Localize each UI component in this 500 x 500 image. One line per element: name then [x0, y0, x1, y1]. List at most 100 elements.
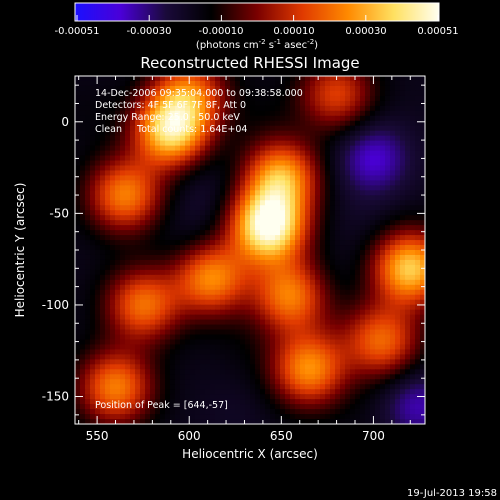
heatmap-cell: [80, 135, 86, 142]
heatmap-cell: [180, 359, 186, 365]
heatmap-cell: [240, 289, 246, 296]
heatmap-cell: [340, 185, 346, 191]
heatmap-cell: [120, 110, 126, 117]
heatmap-cell: [420, 220, 425, 226]
heatmap-cell: [240, 250, 246, 256]
heatmap-cell: [340, 120, 346, 127]
heatmap-cell: [115, 274, 121, 281]
heatmap-cell: [300, 76, 306, 82]
heatmap-cell: [225, 220, 231, 226]
heatmap-cell: [275, 170, 281, 177]
heatmap-cell: [335, 220, 341, 226]
heatmap-cell: [175, 220, 181, 226]
heatmap-cell: [235, 145, 241, 152]
heatmap-cell: [200, 354, 206, 360]
heatmap-cell: [235, 165, 241, 172]
heatmap-cell: [310, 240, 316, 246]
heatmap-cell: [385, 240, 391, 246]
heatmap-cell: [410, 130, 416, 137]
heatmap-cell: [320, 215, 326, 221]
heatmap-cell: [355, 374, 361, 380]
heatmap-cell: [365, 279, 371, 286]
heatmap-cell: [175, 344, 181, 351]
heatmap-cell: [110, 394, 116, 400]
heatmap-cell: [150, 334, 156, 341]
heatmap-cell: [170, 115, 176, 122]
heatmap-cell: [325, 274, 331, 281]
heatmap-cell: [110, 76, 116, 82]
heatmap-cell: [150, 314, 156, 321]
heatmap-cell: [380, 409, 386, 415]
heatmap-cell: [240, 414, 246, 420]
heatmap-cell: [220, 329, 226, 336]
heatmap-cell: [385, 155, 391, 162]
heatmap-cell: [130, 155, 136, 162]
heatmap-cell: [395, 190, 401, 196]
heatmap-cell: [380, 235, 386, 241]
heatmap-cell: [415, 80, 421, 87]
heatmap-cell: [185, 200, 191, 206]
heatmap-cell: [125, 344, 131, 351]
heatmap-image: [75, 76, 425, 424]
heatmap-cell: [160, 145, 166, 152]
heatmap-cell: [130, 130, 136, 137]
heatmap-cell: [155, 225, 161, 231]
heatmap-cell: [295, 95, 301, 102]
heatmap-cell: [210, 374, 216, 380]
heatmap-cell: [310, 414, 316, 420]
heatmap-cell: [360, 245, 366, 251]
heatmap-cell: [410, 110, 416, 117]
heatmap-cell: [395, 379, 401, 385]
heatmap-cell: [155, 419, 161, 424]
heatmap-cell: [420, 105, 425, 112]
heatmap-cell: [205, 105, 211, 112]
heatmap-cell: [150, 90, 156, 97]
heatmap-cell: [390, 259, 396, 266]
heatmap-cell: [115, 324, 121, 331]
heatmap-cell: [245, 90, 251, 97]
heatmap-cell: [400, 135, 406, 142]
heatmap-cell: [335, 369, 341, 375]
heatmap-cell: [230, 334, 236, 341]
heatmap-cell: [400, 90, 406, 97]
heatmap-cell: [230, 135, 236, 142]
heatmap-cell: [285, 254, 291, 261]
heatmap-cell: [380, 334, 386, 341]
heatmap-cell: [300, 250, 306, 256]
heatmap-cell: [295, 250, 301, 256]
heatmap-cell: [355, 319, 361, 326]
heatmap-cell: [260, 294, 266, 301]
heatmap-cell: [265, 125, 271, 132]
heatmap-cell: [280, 95, 286, 102]
heatmap-cell: [285, 135, 291, 142]
heatmap-cell: [105, 175, 111, 181]
heatmap-cell: [310, 399, 316, 405]
heatmap-cell: [140, 210, 146, 216]
heatmap-cell: [265, 299, 271, 306]
heatmap-cell: [170, 349, 176, 355]
heatmap-cell: [100, 225, 106, 231]
heatmap-cell: [415, 165, 421, 172]
heatmap-cell: [195, 414, 201, 420]
heatmap-cell: [390, 125, 396, 132]
heatmap-cell: [370, 190, 376, 196]
heatmap-cell: [220, 384, 226, 390]
heatmap-cell: [85, 309, 91, 316]
heatmap-cell: [315, 125, 321, 132]
heatmap-cell: [290, 329, 296, 336]
heatmap-cell: [160, 344, 166, 351]
heatmap-cell: [320, 404, 326, 410]
heatmap-cell: [90, 379, 96, 385]
heatmap-cell: [125, 359, 131, 365]
heatmap-cell: [215, 339, 221, 346]
heatmap-cell: [230, 210, 236, 216]
heatmap-cell: [275, 185, 281, 191]
heatmap-cell: [350, 329, 356, 336]
heatmap-cell: [380, 140, 386, 147]
heatmap-cell: [330, 319, 336, 326]
heatmap-cell: [110, 369, 116, 375]
heatmap-cell: [310, 105, 316, 112]
heatmap-cell: [305, 245, 311, 251]
heatmap-cell: [210, 105, 216, 112]
heatmap-cell: [325, 135, 331, 142]
